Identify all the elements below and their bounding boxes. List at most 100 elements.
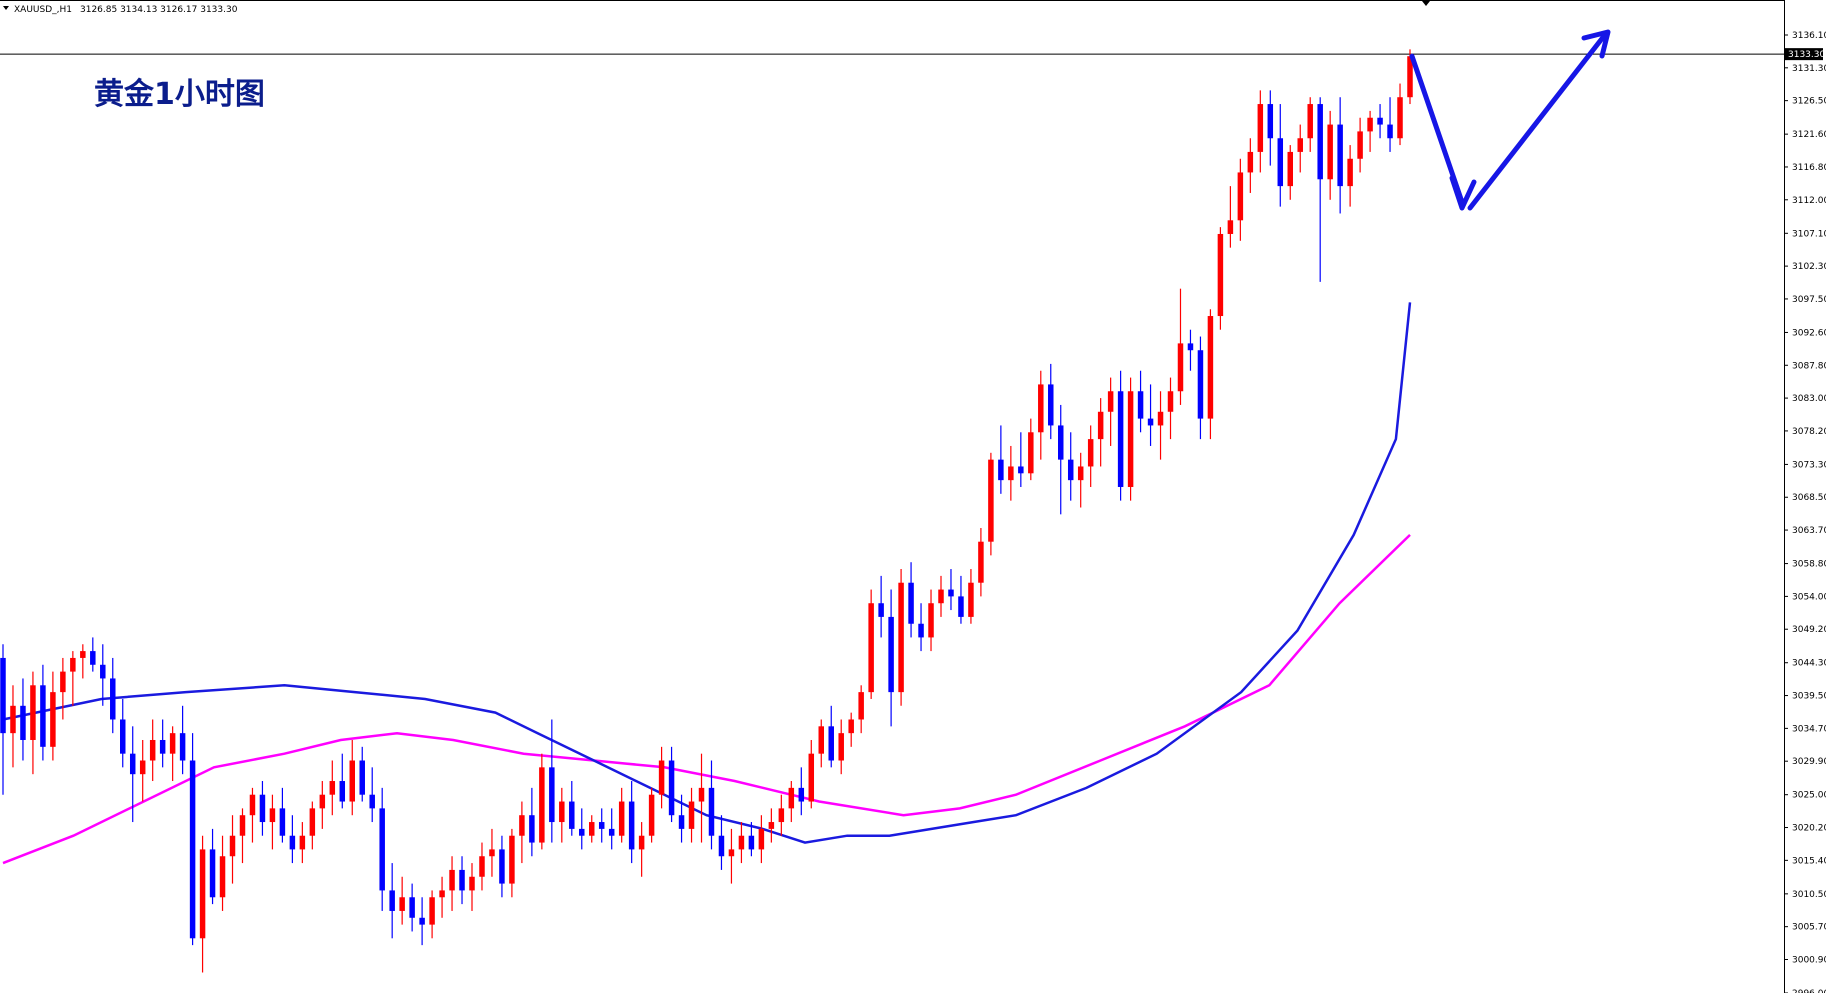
candle — [828, 705, 834, 768]
candle — [359, 746, 365, 802]
candle — [1407, 49, 1413, 105]
candle-body — [878, 603, 884, 617]
candle-body — [209, 849, 216, 898]
candle-body — [628, 801, 635, 850]
candle — [1077, 452, 1084, 508]
candle-body — [259, 794, 266, 823]
ma-blue-line — [2, 302, 1412, 844]
candle-body — [978, 541, 984, 583]
candle — [838, 719, 844, 775]
y-tick-label: 3112.00 — [1792, 196, 1826, 206]
candle-body — [30, 685, 36, 740]
candle-body — [1207, 316, 1214, 419]
candle — [259, 781, 266, 836]
candle-body — [1407, 56, 1413, 98]
candle — [1367, 110, 1373, 152]
candle-body — [998, 459, 1004, 481]
candle — [269, 794, 276, 850]
candle — [1197, 336, 1204, 440]
header-collapse-icon[interactable] — [3, 6, 9, 10]
candle-body — [678, 815, 685, 829]
candle — [120, 698, 126, 768]
candle-body — [20, 705, 26, 740]
candle-body — [40, 685, 46, 747]
candle-body — [1327, 124, 1333, 180]
candle — [968, 569, 974, 624]
candle — [100, 644, 106, 706]
y-tick-label: 3083.00 — [1792, 394, 1826, 404]
candle — [229, 815, 236, 884]
candle — [708, 760, 715, 850]
candle-body — [589, 822, 595, 836]
candle-body — [1147, 418, 1154, 426]
candle-body — [1377, 117, 1383, 125]
y-tick-label: 3029.90 — [1792, 757, 1826, 767]
candle-body — [379, 808, 385, 891]
y-tick-label: 3063.70 — [1792, 526, 1826, 536]
candle — [998, 425, 1004, 494]
candle-body — [688, 801, 695, 829]
candle — [559, 787, 565, 843]
candle — [618, 787, 625, 843]
candle-body — [319, 794, 326, 809]
y-tick-label: 3116.80 — [1792, 163, 1826, 173]
candle — [469, 863, 475, 911]
candle — [589, 815, 595, 843]
candle — [1207, 309, 1214, 440]
candle-body — [1097, 411, 1104, 440]
candle-body — [1317, 104, 1323, 180]
candle-body — [1357, 131, 1363, 159]
candle — [1377, 104, 1383, 139]
candle-body — [858, 692, 864, 720]
candle-body — [1028, 432, 1034, 474]
candle-body — [559, 801, 565, 823]
candle-body — [778, 808, 785, 823]
candle-body — [1008, 466, 1014, 481]
candle — [1157, 391, 1164, 460]
candle — [399, 876, 405, 925]
candle — [20, 678, 26, 761]
candle-body — [898, 582, 904, 693]
candle — [1038, 370, 1044, 460]
candle-body — [668, 760, 675, 816]
candle — [778, 794, 785, 836]
candle — [1087, 425, 1094, 487]
candle-body — [1277, 138, 1284, 187]
candle — [898, 569, 904, 706]
candle-body — [369, 794, 375, 809]
y-tick-label: 3087.80 — [1792, 361, 1826, 371]
candle-body — [618, 801, 625, 836]
candle-body — [1127, 391, 1134, 487]
current-price-box — [1785, 48, 1823, 61]
candle — [209, 828, 216, 905]
candle-body — [100, 664, 106, 679]
candle — [459, 856, 465, 905]
candle-body — [948, 589, 954, 597]
candle-body — [698, 787, 705, 802]
candle — [1067, 432, 1074, 501]
candle-body — [968, 582, 974, 617]
candle — [808, 739, 815, 809]
y-tick-label: 3102.30 — [1792, 262, 1826, 272]
candle-body — [419, 917, 425, 925]
candle — [569, 781, 575, 836]
y-tick-label: 3068.50 — [1792, 493, 1826, 503]
candle — [319, 781, 326, 829]
candle — [379, 787, 385, 911]
candle-body — [1157, 411, 1164, 426]
candle — [429, 890, 435, 939]
candle — [519, 801, 525, 864]
candle — [110, 657, 116, 734]
candle — [1307, 97, 1313, 152]
candle-body — [888, 616, 894, 693]
y-tick-label: 3078.20 — [1792, 427, 1826, 437]
forecast-arrows — [1409, 29, 1611, 211]
candle — [638, 822, 645, 877]
candle — [309, 801, 316, 850]
candle-body — [189, 760, 196, 939]
candle — [1187, 329, 1194, 371]
candle-body — [1187, 343, 1194, 351]
candle — [169, 726, 176, 782]
candle-body — [1137, 391, 1144, 419]
